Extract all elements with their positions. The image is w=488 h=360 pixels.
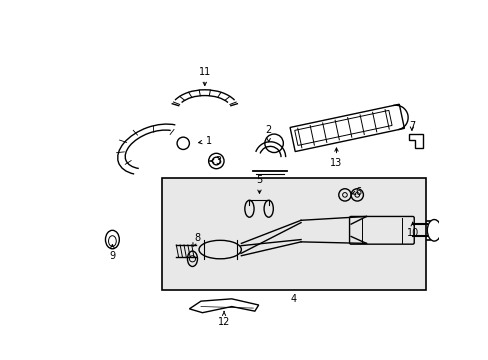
Text: 12: 12 <box>218 311 230 327</box>
Text: 13: 13 <box>330 148 342 168</box>
Text: 1: 1 <box>198 136 211 146</box>
Bar <box>162 178 425 289</box>
Text: 8: 8 <box>193 233 200 246</box>
Text: 5: 5 <box>256 175 262 193</box>
Text: 10: 10 <box>406 222 418 238</box>
Text: 4: 4 <box>290 294 296 304</box>
Text: 6: 6 <box>351 187 361 197</box>
Text: 9: 9 <box>109 244 115 261</box>
Text: 11: 11 <box>198 67 210 86</box>
Text: 7: 7 <box>408 121 414 131</box>
Text: 3: 3 <box>209 156 221 166</box>
Text: 2: 2 <box>265 125 271 142</box>
